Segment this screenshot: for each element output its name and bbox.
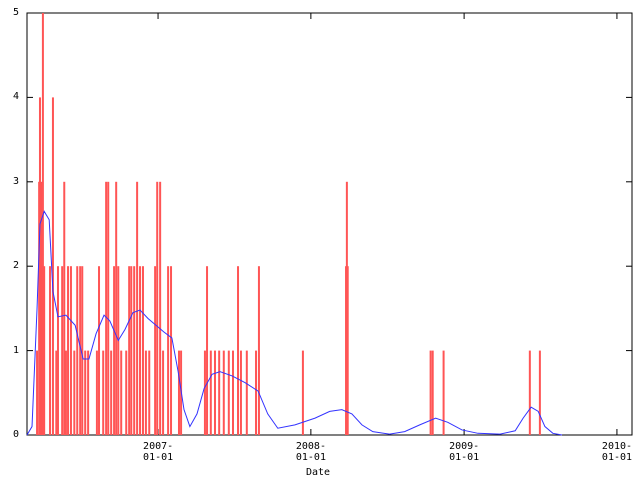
impulse [239,350,242,435]
impulse [113,266,116,435]
impulse [95,350,98,435]
impulse [76,266,79,435]
impulse [73,350,76,435]
impulse [231,350,234,435]
y-tick-label: 2 [12,260,19,272]
impulse [84,350,87,435]
impulse [257,266,260,435]
impulse [538,350,541,435]
impulse [154,266,157,435]
impulse [117,266,120,435]
impulse [218,350,221,435]
impulse [255,350,258,435]
impulse [98,266,101,435]
impulse [125,350,128,435]
impulse [139,266,142,435]
x-tick-label: 2009- 01-01 [449,441,480,463]
impulse [167,266,170,435]
impulse [203,350,206,435]
y-tick-label: 5 [12,7,19,18]
impulse [528,350,531,435]
plot-frame [26,12,633,436]
impulse [67,266,70,435]
impulse [41,13,44,435]
impulse [301,350,304,435]
x-tick-label: 2007- 01-01 [143,441,174,463]
impulse [61,266,64,435]
impulse [136,181,139,435]
impulse [170,266,173,435]
impulse [156,181,159,435]
impulse [130,266,133,435]
impulse [120,350,123,435]
impulse [141,266,144,435]
x-tick-label: 2010- 01-01 [601,441,633,463]
impulse [227,350,230,435]
impulse [38,97,41,436]
impulse [245,350,248,435]
impulse [133,266,136,435]
impulse [51,97,54,436]
impulse [346,266,349,435]
impulse [102,350,105,435]
y-tick-label: 0 [12,429,19,440]
impulse [177,350,180,435]
impulse [107,181,110,435]
impulse [87,350,90,435]
impulse [81,266,84,435]
impulse [79,266,82,435]
impulse [431,350,434,435]
impulse [213,350,216,435]
y-tick-label: 4 [12,91,19,103]
impulse [144,350,147,435]
y-tick-label: 3 [12,175,19,187]
impulse [55,350,58,435]
y-tick-label: 1 [12,344,19,356]
x-axis-label: Date [306,467,331,478]
impulse [209,350,212,435]
impulse [56,266,59,435]
impulse [64,350,67,435]
impulse [105,181,108,435]
impulse [63,181,66,435]
impulse [222,350,225,435]
impulse [237,266,240,435]
impulse [429,350,432,435]
impulse [36,350,39,435]
smooth-line [26,210,563,436]
impulse [115,181,118,435]
impulse [148,350,151,435]
impulse [40,181,43,435]
impulse [49,266,52,435]
impulse [442,350,445,435]
x-tick-label: 2008- 01-01 [295,441,326,463]
impulse [43,266,46,435]
impulse [206,266,209,435]
impulse [110,350,113,435]
impulse [159,181,162,435]
impulse [69,266,72,435]
impulse [128,266,131,435]
impulse [162,350,165,435]
